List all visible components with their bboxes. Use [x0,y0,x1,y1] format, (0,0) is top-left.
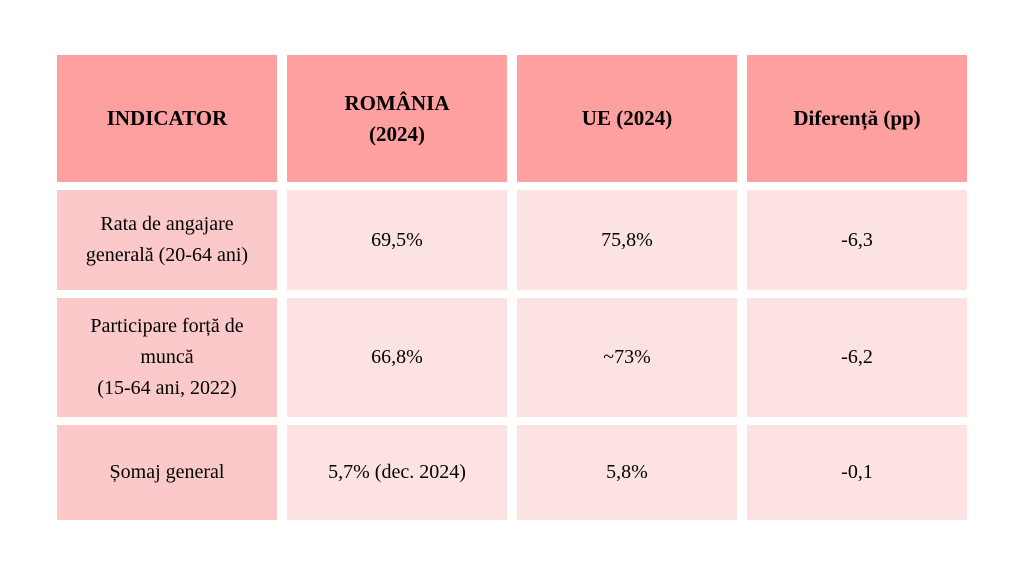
cell-rata-angajare-diferenta: -6,3 [747,190,967,290]
cell-rata-angajare-romania: 69,5% [287,190,507,290]
column-header-diferenta-pp: Diferență (pp) [747,55,967,182]
cell-somaj-general-diferenta: -0,1 [747,425,967,520]
cell-participare-forta-romania: 66,8% [287,298,507,417]
cell-somaj-general-romania: 5,7% (dec. 2024) [287,425,507,520]
column-header-romania-2024: ROMÂNIA (2024) [287,55,507,182]
cell-somaj-general-ue: 5,8% [517,425,737,520]
row-label-participare-forta: Participare forță de muncă (15-64 ani, 2… [57,298,277,417]
row-label-somaj-general: Șomaj general [57,425,277,520]
cell-participare-forta-diferenta: -6,2 [747,298,967,417]
column-header-ue-2024: UE (2024) [517,55,737,182]
column-header-indicator: INDICATOR [57,55,277,182]
cell-rata-angajare-ue: 75,8% [517,190,737,290]
row-label-rata-angajare: Rata de angajare generală (20-64 ani) [57,190,277,290]
indicators-table: INDICATOR ROMÂNIA (2024) UE (2024) Difer… [57,55,967,520]
cell-participare-forta-ue: ~73% [517,298,737,417]
